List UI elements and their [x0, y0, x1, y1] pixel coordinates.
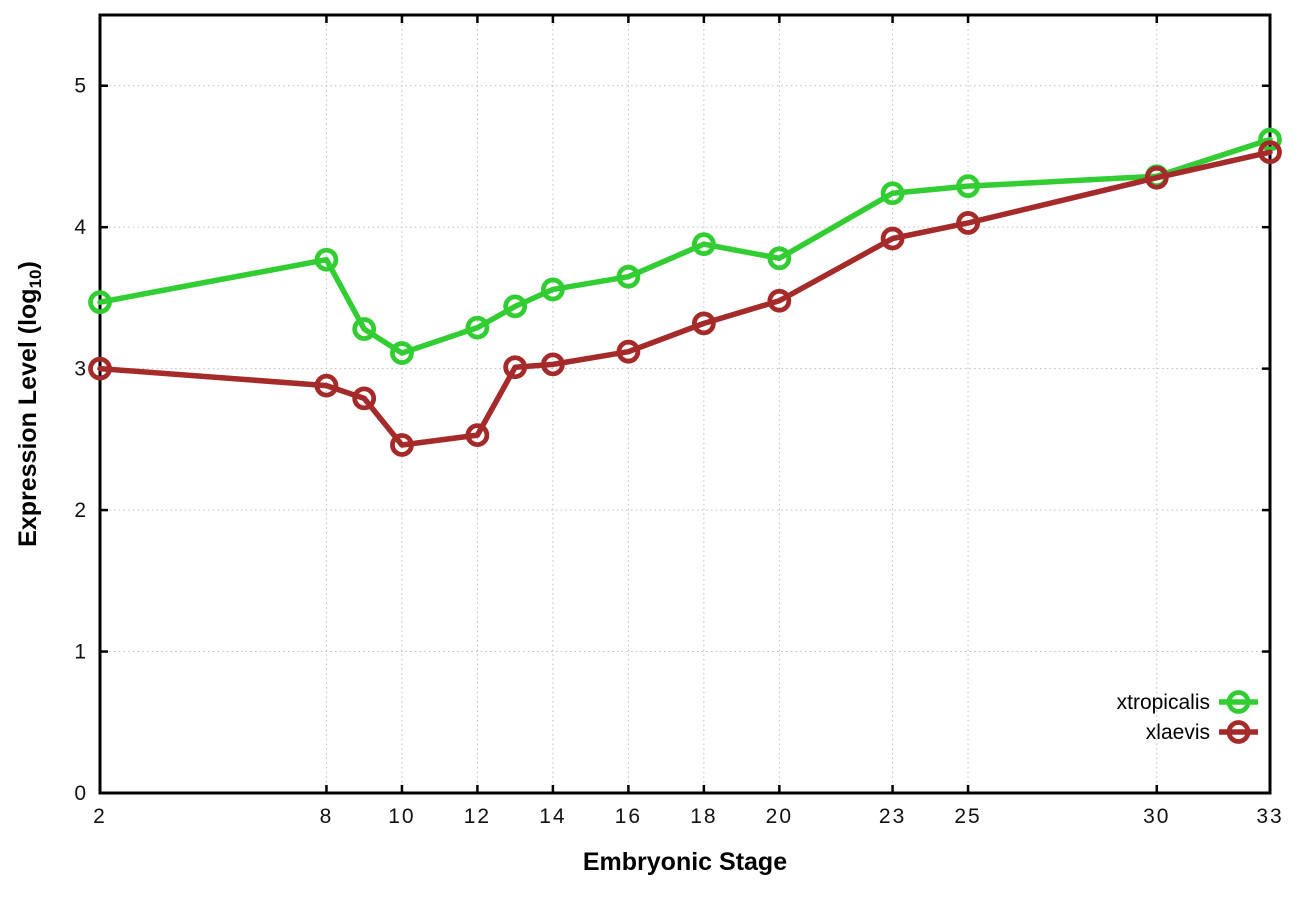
marker-xlaevis	[352, 386, 377, 411]
y-tick-label: 5	[74, 75, 88, 98]
marker-xtropicalis	[390, 341, 414, 365]
legend-marker	[1226, 690, 1251, 714]
marker-xlaevis	[956, 211, 980, 235]
series-line-xlaevis	[97, 149, 1273, 448]
marker-xtropicalis	[88, 290, 112, 315]
marker-xtropicalis	[352, 317, 377, 341]
y-axis-title: Expression Level (log10)	[14, 261, 45, 547]
x-tick-label: 10	[388, 805, 415, 828]
x-tick-label: 30	[1143, 805, 1170, 828]
legend-label: xlaevis	[1146, 721, 1210, 744]
marker-xlaevis	[465, 423, 490, 448]
marker-xtropicalis	[616, 264, 641, 289]
marker-xlaevis	[1144, 165, 1169, 190]
grid-layer	[99, 15, 1271, 794]
marker-xlaevis	[541, 352, 565, 377]
marker-xlaevis	[88, 356, 112, 381]
x-tick-label: 23	[879, 805, 906, 828]
y-tick-label: 0	[74, 782, 88, 805]
marker-xlaevis	[390, 433, 414, 457]
marker-xlaevis	[880, 226, 905, 251]
x-tick-label: 16	[615, 805, 642, 828]
legend-marker	[1226, 720, 1251, 744]
marker-xlaevis	[691, 311, 716, 336]
marker-xlaevis	[1258, 140, 1282, 165]
marker-xtropicalis	[314, 247, 339, 272]
plot-border	[98, 13, 1272, 795]
series-line-xtropicalis	[97, 136, 1273, 356]
y-tick-label: 2	[74, 499, 88, 522]
marker-xtropicalis	[503, 294, 528, 319]
x-tick-label: 2	[93, 805, 107, 828]
x-tick-label: 18	[690, 805, 717, 828]
x-tick-label: 25	[954, 805, 981, 828]
marker-xtropicalis	[880, 181, 905, 206]
marker-xtropicalis	[956, 174, 980, 199]
marker-xlaevis	[767, 288, 792, 313]
marker-xlaevis	[314, 373, 339, 398]
series-layer	[88, 127, 1282, 457]
y-tick-label: 4	[74, 216, 88, 239]
x-tick-label: 20	[766, 805, 793, 828]
marker-xtropicalis	[465, 315, 490, 340]
x-axis-title: Embryonic Stage	[583, 848, 787, 876]
marker-xtropicalis	[1258, 127, 1282, 152]
marker-xtropicalis	[767, 246, 792, 271]
x-tick-label: 8	[320, 805, 334, 828]
x-tick-label: 14	[539, 805, 566, 828]
y-tick-label: 3	[74, 358, 88, 381]
legend-label: xtropicalis	[1117, 691, 1210, 714]
legend-item-xtropicalis: xtropicalis	[1117, 690, 1258, 714]
legend-item-xlaevis: xlaevis	[1146, 720, 1258, 744]
legend: xtropicalis xlaevis	[1117, 690, 1258, 744]
marker-xtropicalis	[691, 232, 716, 257]
marker-xlaevis	[503, 355, 528, 380]
x-tick-label: 33	[1256, 805, 1283, 828]
marker-xlaevis	[616, 339, 641, 364]
y-tick-label: 1	[74, 641, 88, 664]
ticks-layer	[98, 15, 1272, 795]
marker-xtropicalis	[541, 277, 565, 302]
x-tick-label: 12	[464, 805, 491, 828]
